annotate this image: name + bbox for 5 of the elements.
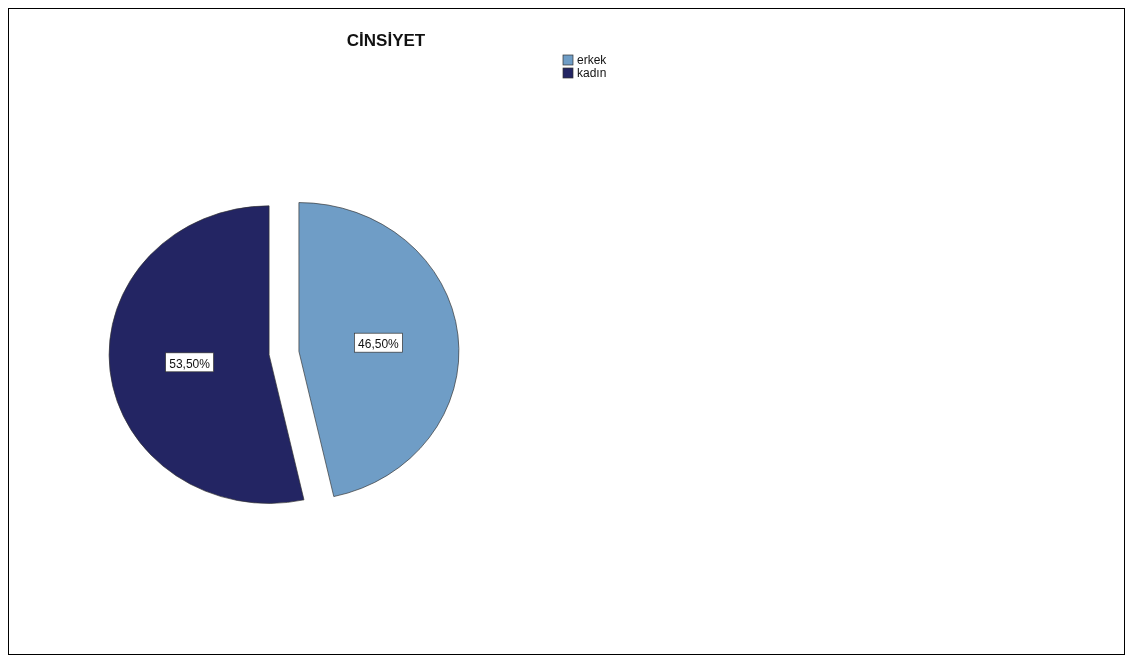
- data-label: 53,50%: [169, 356, 211, 371]
- chart-title: CİNSİYET: [346, 31, 426, 50]
- legend-label: erkek: [577, 53, 608, 67]
- legend-label: kadın: [577, 66, 607, 80]
- data-label: 46,50%: [358, 337, 400, 352]
